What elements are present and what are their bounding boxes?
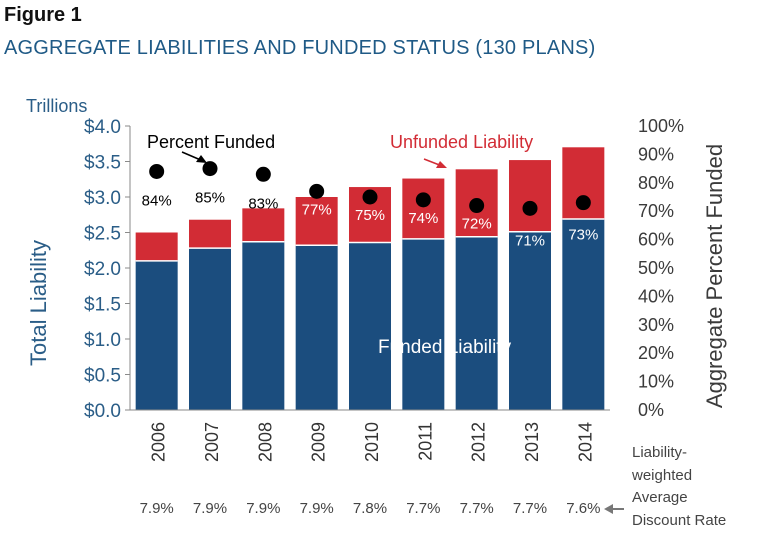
bar-funded — [242, 241, 285, 410]
discount-rate-value: 7.7% — [460, 500, 494, 517]
x-tick-label: 2014 — [575, 422, 595, 462]
percent-funded-marker — [149, 163, 165, 179]
discount-rate-value: 7.8% — [353, 500, 387, 517]
percent-funded-label: 73% — [568, 227, 598, 244]
y-tick-label: $3.5 — [84, 153, 121, 174]
x-tick-label: 2006 — [149, 422, 169, 462]
bar-unfunded — [509, 160, 551, 232]
y2-tick-label: 100% — [638, 116, 684, 136]
y-axis-unit: Trillions — [26, 96, 87, 116]
percent-markers — [149, 161, 591, 216]
bar-funded — [455, 236, 498, 410]
percent-funded-label: 71% — [515, 232, 545, 249]
y2-tick-label: 70% — [638, 201, 674, 221]
discount-rate-label-line-2: weighted — [631, 467, 692, 484]
discount-rate-arrow-head — [604, 504, 613, 514]
bar-funded — [135, 260, 178, 410]
labels: 84% 7.9% 85% 7.9% 83% 7.9% 77% 7.9% 75% 7.8% 74% 7.… — [140, 190, 601, 517]
y2-tick-label: 90% — [638, 144, 674, 164]
figure-label: Figure 1 — [4, 4, 82, 26]
y-tick-label: $0.5 — [84, 366, 121, 387]
y2-tick-label: 0% — [638, 400, 664, 420]
axes: $0.0 $0.5 $1.0 $1.5 $2.0 $2.5 $3.0 $3.5 $4.0 0% 10… — [84, 116, 684, 462]
y-tick-label: $2.0 — [84, 259, 121, 280]
y-axis-label: Total Liability — [26, 240, 51, 366]
bar-funded — [295, 245, 338, 410]
percent-funded-marker — [415, 192, 431, 208]
bar-unfunded — [135, 232, 178, 261]
percent-funded-marker — [362, 189, 378, 205]
bar-funded — [189, 248, 231, 410]
chart-title: AGGREGATE LIABILITIES AND FUNDED STATUS … — [4, 37, 596, 59]
y-tick-label: $0.0 — [84, 401, 121, 422]
x-tick-label: 2012 — [469, 422, 489, 462]
percent-funded-label: 83% — [248, 195, 278, 212]
y2-tick-label: 50% — [638, 258, 674, 278]
y-tick-label: $2.5 — [84, 224, 121, 245]
x-tick-label: 2011 — [415, 422, 435, 461]
bar-unfunded — [295, 197, 338, 246]
funded-bars — [135, 219, 605, 410]
x-tick-label: 2007 — [202, 422, 222, 462]
discount-rate-value: 7.9% — [140, 500, 174, 517]
discount-rate-label-line-4: Discount Rate — [632, 512, 726, 529]
x-tick-label: 2010 — [362, 422, 382, 462]
discount-rate-label-line-3: Average — [632, 489, 688, 506]
y-tick-label: $4.0 — [84, 117, 121, 138]
bar-unfunded — [402, 178, 445, 239]
discount-rate-value: 7.9% — [246, 500, 280, 517]
x-tick-label: 2013 — [522, 422, 542, 462]
discount-rate-value: 7.9% — [193, 500, 227, 517]
bar-funded — [509, 231, 551, 410]
y2-tick-label: 30% — [638, 315, 674, 335]
discount-rate-label-line-1: Liability- — [632, 444, 687, 461]
y2-tick-label: 20% — [638, 343, 674, 363]
arrow-head-percent-funded — [196, 155, 207, 163]
percent-funded-marker — [522, 200, 538, 216]
discount-rate-value: 7.7% — [513, 500, 547, 517]
y2-tick-label: 60% — [638, 230, 674, 250]
percent-funded-marker — [255, 166, 271, 182]
annotation-percent-funded: Percent Funded — [147, 132, 275, 152]
bar-funded — [562, 219, 605, 410]
percent-funded-marker — [469, 198, 485, 214]
percent-funded-marker — [309, 183, 325, 199]
percent-funded-marker — [202, 161, 218, 177]
y-tick-label: $1.0 — [84, 330, 121, 351]
annotation-funded-liability: Funded Liability — [378, 337, 512, 358]
y-tick-label: $1.5 — [84, 295, 121, 316]
bar-unfunded — [242, 208, 285, 242]
arrow-head-unfunded — [436, 161, 447, 168]
x-tick-label: 2009 — [309, 422, 329, 462]
x-tick-label: 2008 — [255, 422, 275, 462]
y-tick-label: $3.0 — [84, 188, 121, 209]
y2-tick-label: 80% — [638, 173, 674, 193]
bar-unfunded — [189, 219, 231, 249]
discount-rate-value: 7.7% — [406, 500, 440, 517]
percent-funded-label: 75% — [355, 207, 385, 224]
percent-funded-label: 72% — [462, 216, 492, 233]
discount-rate-legend: Liability- weighted Average Discount Rat… — [604, 444, 726, 529]
annotation-unfunded-liability: Unfunded Liability — [390, 132, 533, 152]
percent-funded-label: 84% — [142, 192, 172, 209]
y2-tick-label: 40% — [638, 286, 674, 306]
percent-funded-marker — [575, 195, 591, 211]
y2-tick-label: 10% — [638, 372, 674, 392]
bar-funded — [349, 242, 391, 410]
percent-funded-label: 85% — [195, 190, 225, 207]
percent-funded-label: 74% — [408, 210, 438, 227]
y2-axis-label: Aggregate Percent Funded — [702, 144, 727, 408]
bar-funded — [402, 238, 445, 410]
percent-funded-label: 77% — [302, 201, 332, 218]
discount-rate-value: 7.6% — [566, 500, 600, 517]
discount-rate-value: 7.9% — [300, 500, 334, 517]
unfunded-bars — [135, 147, 605, 262]
